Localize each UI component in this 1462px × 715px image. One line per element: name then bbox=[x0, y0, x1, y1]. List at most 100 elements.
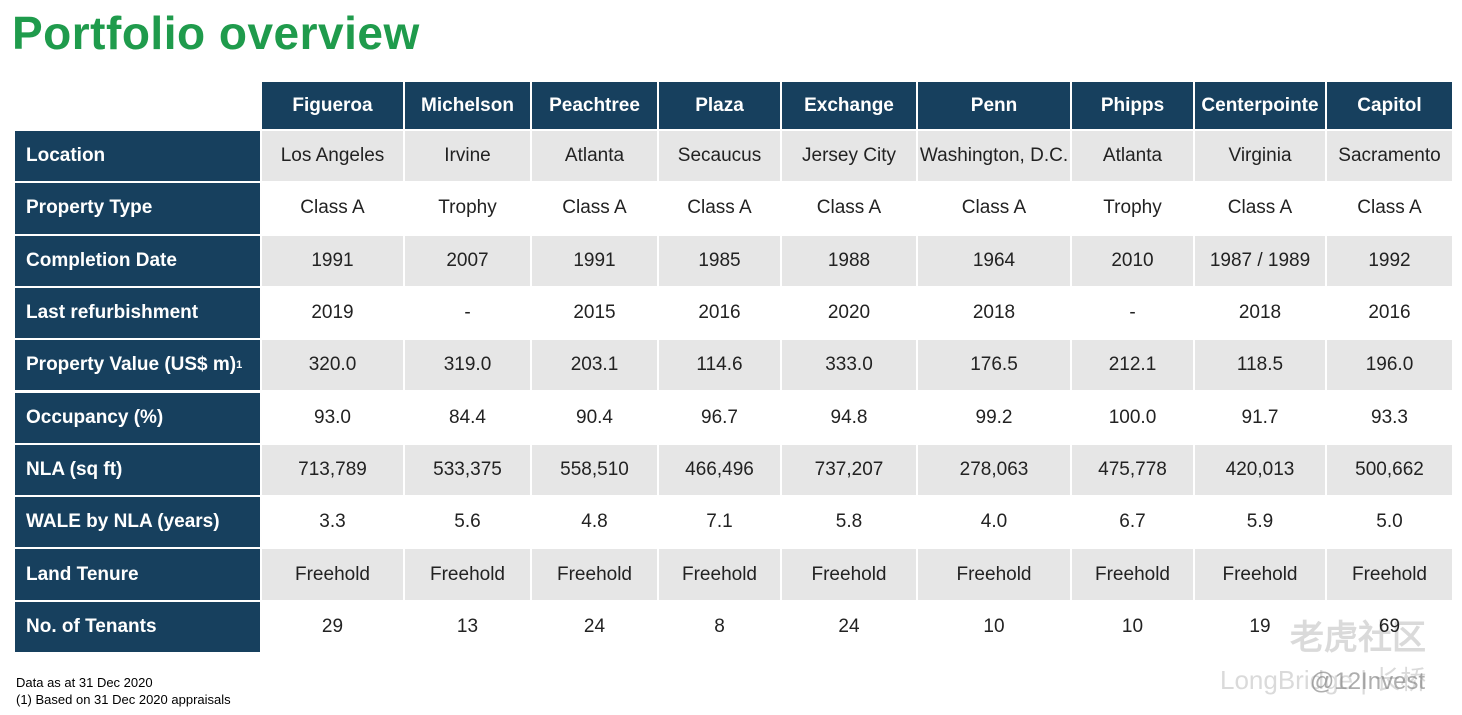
column-header: Figueroa bbox=[262, 82, 403, 129]
row-label: WALE by NLA (years) bbox=[26, 511, 220, 533]
footnote: (1) Based on 31 Dec 2020 appraisals bbox=[16, 692, 231, 707]
row-header: NLA (sq ft) bbox=[15, 444, 260, 496]
table-cell: 7.1 bbox=[706, 511, 733, 533]
table-cell: 90.4 bbox=[576, 406, 613, 428]
table-cell: 1987 / 1989 bbox=[1195, 235, 1325, 286]
table-cell: Class A bbox=[687, 197, 752, 219]
table-cell: 2007 bbox=[405, 235, 530, 286]
row-header: No. of Tenants bbox=[15, 601, 260, 652]
table-cell: Freehold bbox=[405, 549, 530, 600]
table-cell: 176.5 bbox=[918, 340, 1070, 391]
row-header: Land Tenure bbox=[15, 549, 260, 600]
table-cell: Freehold bbox=[1327, 549, 1452, 600]
column-header: Michelson bbox=[405, 82, 530, 129]
row-label: Property Value (US$ m) bbox=[26, 354, 237, 376]
table-cell: Class A bbox=[816, 197, 882, 219]
page-title: Portfolio overview bbox=[12, 7, 420, 59]
table-cell: 91.7 bbox=[1241, 406, 1279, 428]
table-cell: 466,496 bbox=[659, 444, 780, 496]
table-cell: Irvine bbox=[405, 131, 530, 182]
table-cell: 4.8 bbox=[581, 511, 608, 533]
table-cell: 100.0 bbox=[1108, 406, 1157, 428]
table-cell: 5.0 bbox=[1376, 511, 1403, 533]
table-cell: 2010 bbox=[1072, 235, 1193, 286]
row-header: Occupancy (%) bbox=[15, 392, 260, 443]
row-label: Land Tenure bbox=[26, 563, 139, 585]
table-cell: 94.8 bbox=[830, 406, 868, 428]
row-label: No. of Tenants bbox=[26, 615, 157, 637]
table-cell: Freehold bbox=[782, 549, 916, 600]
table-cell: Freehold bbox=[1072, 549, 1193, 600]
table-cell: 713,789 bbox=[262, 444, 403, 496]
watermark: LongBridge | 长桥 bbox=[1220, 665, 1427, 695]
table-cell: Freehold bbox=[262, 549, 403, 600]
table-cell: Class A bbox=[1357, 197, 1422, 219]
table-cell: 93.3 bbox=[1371, 406, 1408, 428]
table-cell: 19 bbox=[1249, 615, 1271, 637]
table-cell: 10 bbox=[1121, 615, 1144, 637]
row-label: Property Type bbox=[26, 197, 153, 219]
table-cell: 93.0 bbox=[314, 406, 351, 428]
row-header: WALE by NLA (years) bbox=[15, 497, 260, 548]
row-label: Completion Date bbox=[26, 249, 177, 271]
column-header: Plaza bbox=[659, 82, 780, 129]
table-cell: 1992 bbox=[1327, 235, 1452, 286]
row-header: Location bbox=[15, 131, 260, 182]
table-cell: 10 bbox=[983, 615, 1005, 637]
table-cell: Trophy bbox=[438, 197, 497, 219]
table-cell: 8 bbox=[714, 615, 725, 637]
column-header: Centerpointe bbox=[1195, 82, 1325, 129]
table-cell: 5.9 bbox=[1246, 511, 1274, 533]
table-cell: 1991 bbox=[262, 235, 403, 286]
watermark: @12Invest bbox=[1310, 668, 1426, 695]
table-cell: Los Angeles bbox=[262, 131, 403, 182]
table-cell: 2016 bbox=[698, 302, 741, 324]
table-cell: 1988 bbox=[782, 235, 916, 286]
table-cell: 558,510 bbox=[532, 444, 657, 496]
row-header: Completion Date bbox=[15, 235, 260, 286]
column-header: Phipps bbox=[1072, 82, 1193, 129]
table-cell: Atlanta bbox=[1072, 131, 1193, 182]
table-cell: 2018 bbox=[1238, 302, 1282, 324]
row-label: Occupancy (%) bbox=[26, 406, 164, 428]
table-cell: 29 bbox=[321, 615, 344, 637]
table-cell: 99.2 bbox=[975, 406, 1013, 428]
table-cell: 533,375 bbox=[405, 444, 530, 496]
table-cell: Secaucus bbox=[659, 131, 780, 182]
table-cell: 6.7 bbox=[1119, 511, 1146, 533]
table-cell: 2015 bbox=[573, 302, 616, 324]
table-cell: 2018 bbox=[972, 302, 1016, 324]
row-label: Location bbox=[26, 145, 106, 167]
row-header: Property Type bbox=[15, 183, 260, 234]
table-cell: Washington, D.C. bbox=[918, 131, 1070, 182]
table-cell: 320.0 bbox=[262, 340, 403, 391]
footnote-marker: 1 bbox=[236, 359, 243, 372]
table-cell: 2016 bbox=[1368, 302, 1411, 324]
table-cell: 319.0 bbox=[405, 340, 530, 391]
table-cell: Atlanta bbox=[532, 131, 657, 182]
table-cell: 4.0 bbox=[980, 511, 1008, 533]
row-header: Last refurbishment bbox=[15, 287, 260, 339]
table-cell: 5.6 bbox=[454, 511, 481, 533]
table-cell: Sacramento bbox=[1327, 131, 1452, 182]
row-label: NLA (sq ft) bbox=[26, 458, 123, 480]
table-cell: 1985 bbox=[659, 235, 780, 286]
column-header: Exchange bbox=[782, 82, 916, 129]
table-cell: 333.0 bbox=[782, 340, 916, 391]
table-cell: 118.5 bbox=[1195, 340, 1325, 391]
table-cell: Freehold bbox=[918, 549, 1070, 600]
table-cell: 114.6 bbox=[659, 340, 780, 391]
table-cell: Class A bbox=[562, 197, 627, 219]
table-cell: 475,778 bbox=[1072, 444, 1193, 496]
table-cell: 203.1 bbox=[532, 340, 657, 391]
table-cell: 2020 bbox=[827, 302, 871, 324]
table-cell: 212.1 bbox=[1072, 340, 1193, 391]
table-cell: 5.8 bbox=[835, 511, 863, 533]
table-cell: - bbox=[464, 302, 471, 324]
table-cell: 420,013 bbox=[1195, 444, 1325, 496]
row-label: Last refurbishment bbox=[26, 302, 199, 324]
table-cell: Jersey City bbox=[782, 131, 916, 182]
table-cell: 84.4 bbox=[449, 406, 486, 428]
table-cell: 3.3 bbox=[319, 511, 346, 533]
